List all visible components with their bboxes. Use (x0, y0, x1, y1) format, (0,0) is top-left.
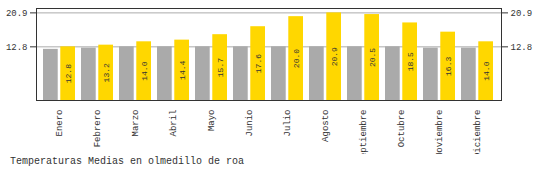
svg-text:Febrero: Febrero (93, 110, 103, 148)
svg-text:14.0: 14.0 (482, 61, 491, 80)
svg-text:12.8: 12.8 (6, 43, 28, 53)
svg-text:18.5: 18.5 (406, 52, 415, 71)
svg-text:16.3: 16.3 (444, 57, 453, 76)
svg-text:Septiembre: Septiembre (359, 110, 369, 155)
svg-text:Marzo: Marzo (131, 110, 141, 137)
svg-text:15.7: 15.7 (216, 58, 225, 77)
svg-text:Octubre: Octubre (397, 110, 407, 148)
svg-text:20.9: 20.9 (330, 47, 339, 66)
svg-text:14.4: 14.4 (178, 61, 187, 80)
svg-text:20.9: 20.9 (6, 9, 28, 19)
svg-text:Enero: Enero (55, 110, 65, 137)
svg-text:Diciembre: Diciembre (473, 110, 483, 155)
svg-text:Noviembre: Noviembre (435, 110, 445, 155)
html-text:Temperaturas Medias en olmedil: Temperaturas Medias en olmedillo de roa (10, 156, 244, 167)
svg-text:20.0: 20.0 (292, 49, 301, 68)
svg-text:20.9: 20.9 (511, 9, 533, 19)
svg-text:Agosto: Agosto (321, 110, 331, 142)
svg-text:17.6: 17.6 (254, 54, 263, 73)
svg-text:Mayo: Mayo (207, 110, 217, 132)
svg-text:Junio: Junio (245, 110, 255, 137)
svg-text:13.2: 13.2 (102, 63, 111, 82)
svg-text:14.0: 14.0 (140, 61, 149, 80)
svg-text:12.8: 12.8 (511, 43, 533, 53)
svg-text:Julio: Julio (283, 110, 293, 137)
svg-text:Abril: Abril (169, 110, 179, 137)
svg-text:12.8: 12.8 (64, 64, 73, 83)
svg-text:20.5: 20.5 (368, 48, 377, 67)
